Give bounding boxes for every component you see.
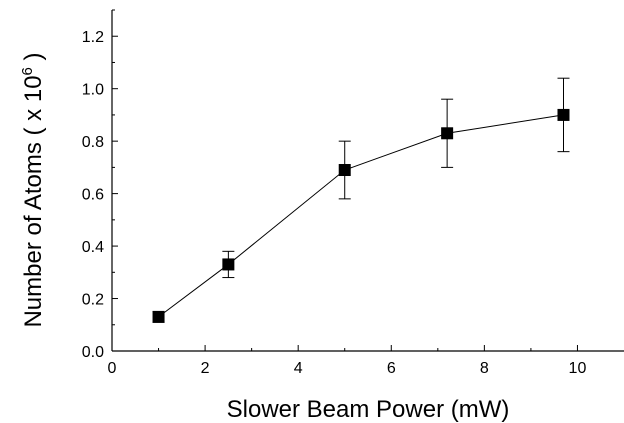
- y-tick-label: 1.0: [82, 82, 104, 99]
- y-tick-label: 0.6: [82, 187, 104, 204]
- data-point: [441, 127, 454, 140]
- data-point: [222, 258, 235, 271]
- y-axis-title-main: Number of Atoms ( x 10: [20, 75, 47, 327]
- y-tick-label: 0.2: [82, 292, 104, 309]
- series-layer: [152, 77, 570, 323]
- x-tick-label: 0: [108, 360, 117, 377]
- series-line: [158, 114, 564, 318]
- data-point: [557, 108, 570, 121]
- x-tick-label: 10: [569, 360, 587, 377]
- x-tick-label: 4: [294, 360, 303, 377]
- y-axis-title-end: ): [20, 52, 47, 67]
- data-point: [152, 310, 165, 323]
- x-tick-label: 6: [387, 360, 396, 377]
- y-tick-label: 0.8: [82, 134, 104, 151]
- y-axis-title: Number of Atoms ( x 106 ): [19, 52, 47, 327]
- axes: [111, 10, 624, 352]
- y-tick-label: 0.4: [82, 239, 104, 256]
- x-tick-label: 8: [480, 360, 489, 377]
- y-axis-ticks: 0.0 0.2 0.4 0.6 0.8 1.0 1.2: [82, 9, 118, 361]
- x-tick-label: 2: [201, 360, 210, 377]
- y-tick-label: 1.2: [82, 29, 104, 46]
- data-point: [338, 164, 351, 177]
- y-axis-title-exponent: 6: [19, 67, 36, 75]
- y-tick-label: 0.0: [82, 344, 104, 361]
- x-axis-title: Slower Beam Power (mW): [227, 396, 510, 423]
- x-axis-ticks: 0 2 4 6 8 10: [108, 345, 587, 377]
